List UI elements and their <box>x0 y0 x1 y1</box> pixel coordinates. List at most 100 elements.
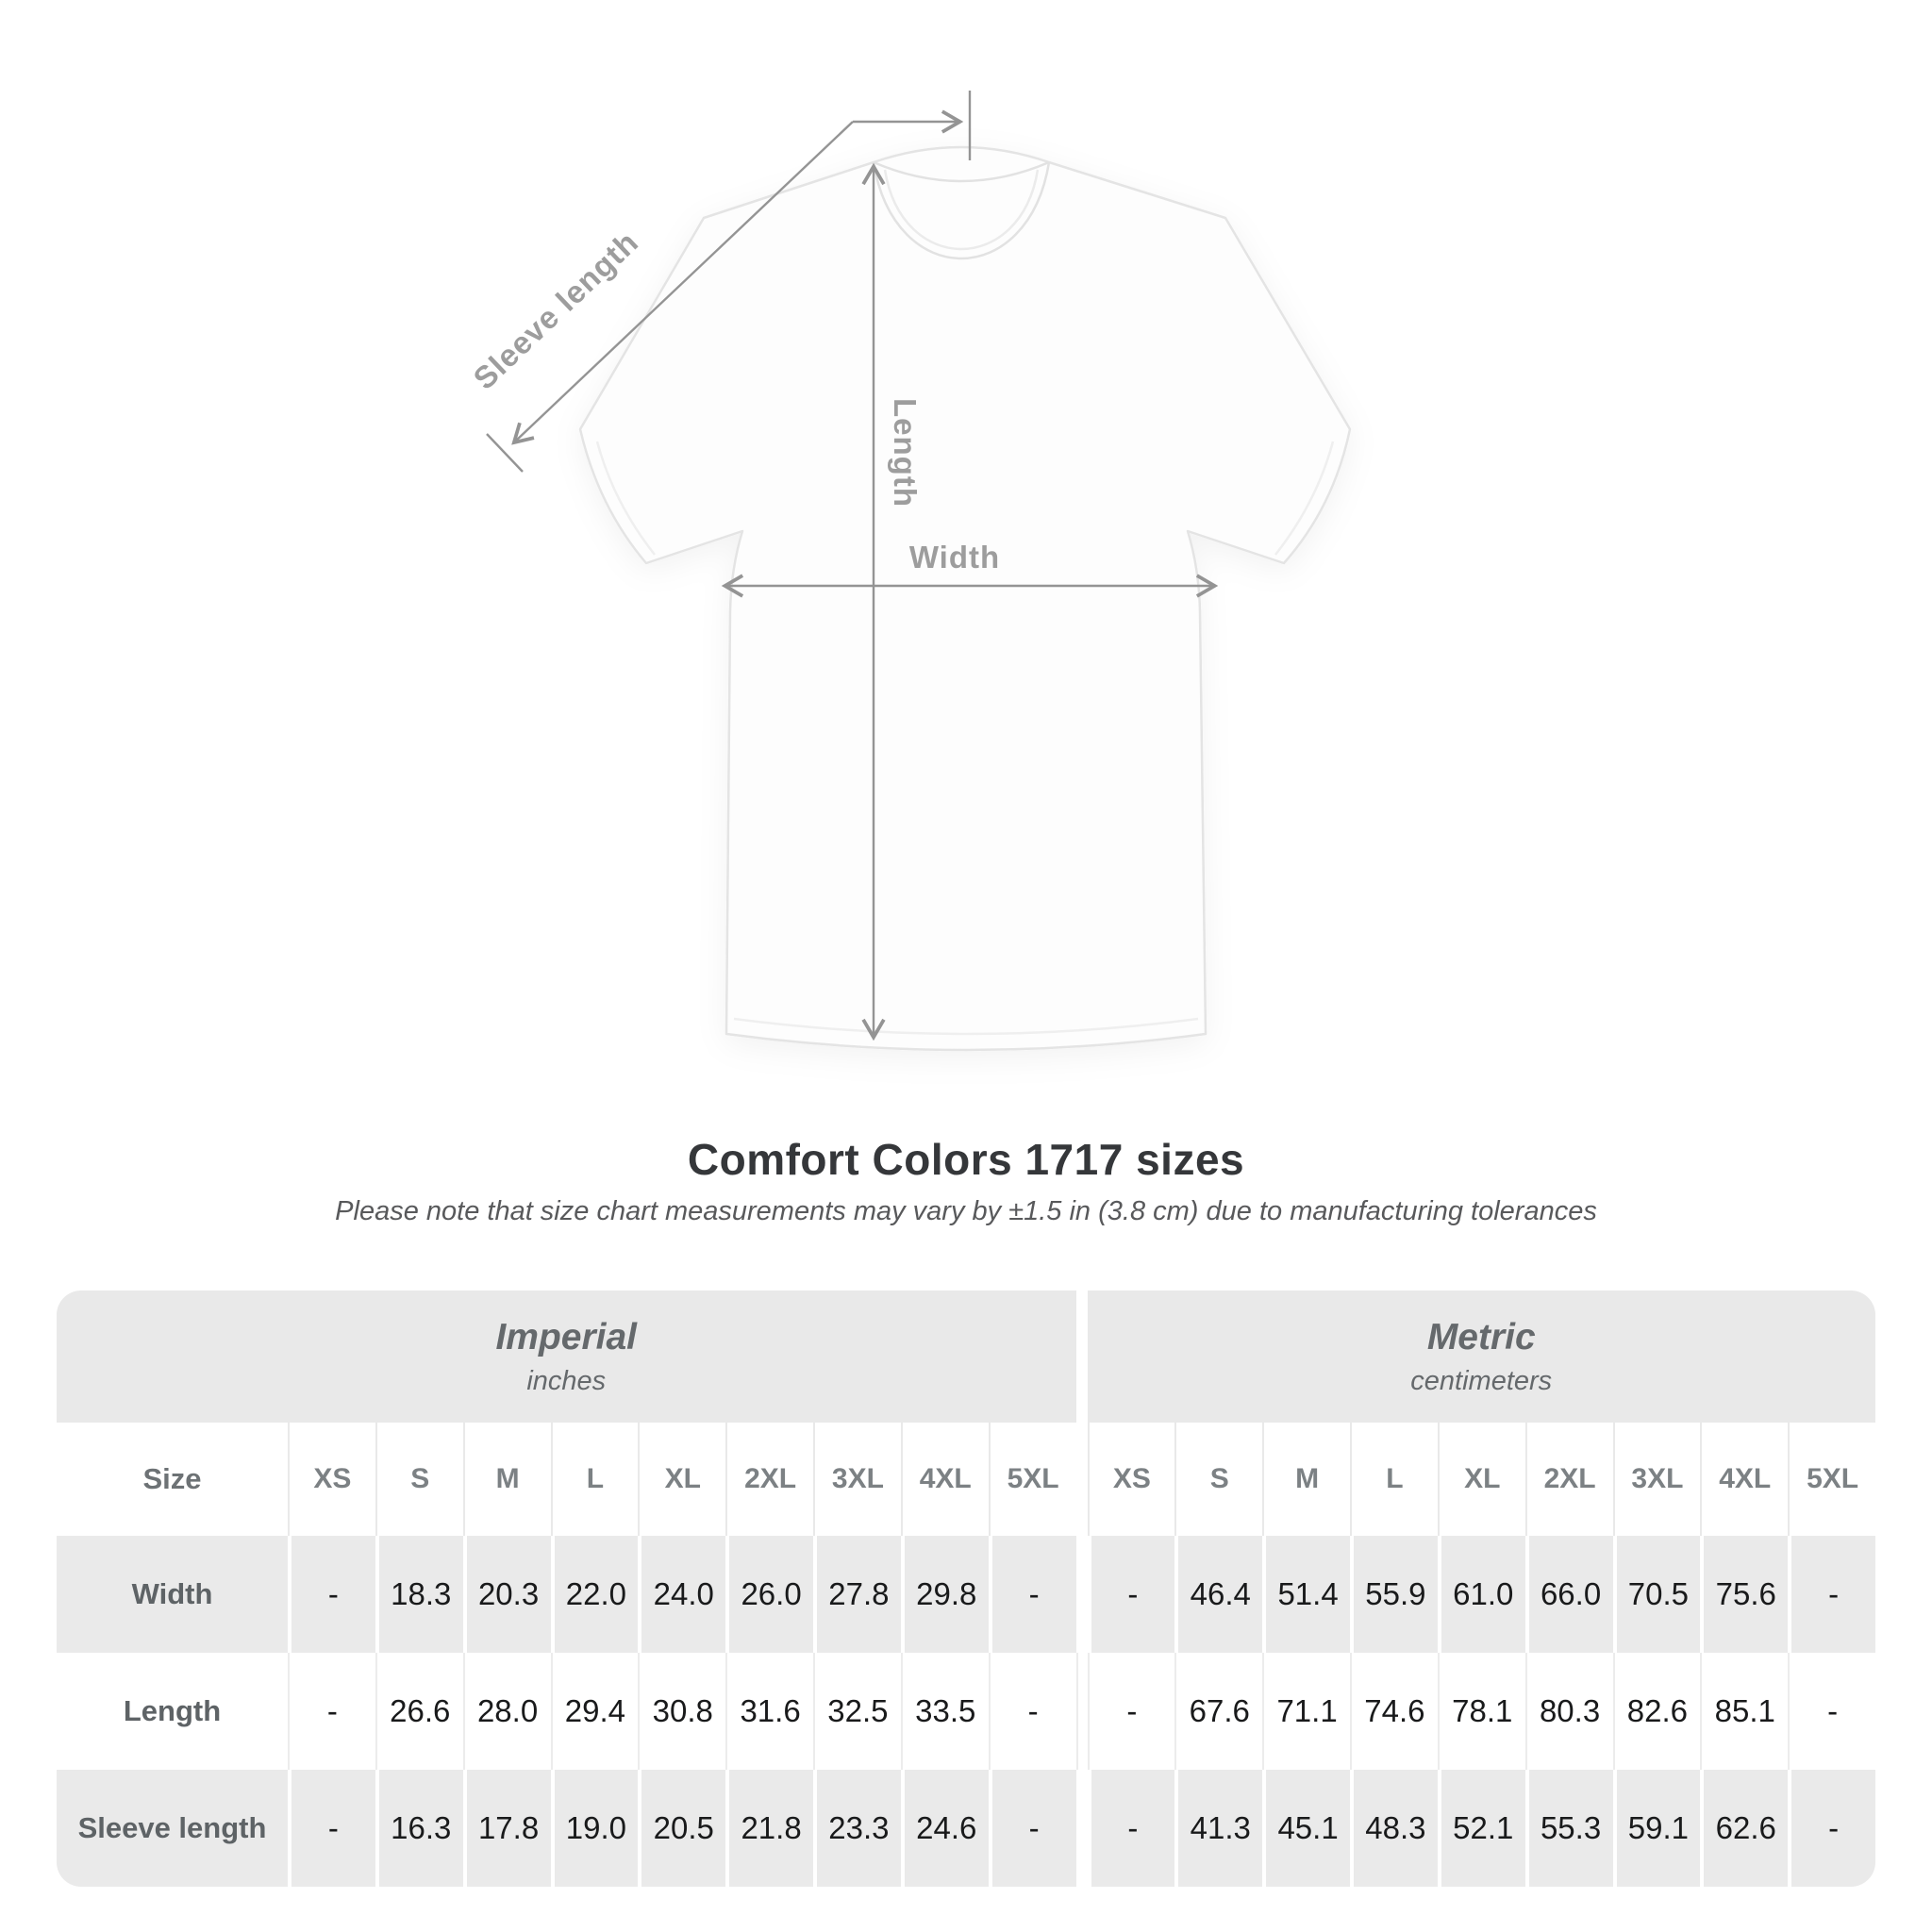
cell: 24.0 <box>638 1536 726 1653</box>
cell: 31.6 <box>725 1653 813 1770</box>
size-header-cell: M <box>462 1423 551 1536</box>
group-gap <box>1075 1423 1088 1536</box>
cell: 55.9 <box>1350 1536 1438 1653</box>
sleeve-length-end-tick <box>486 433 524 473</box>
table-row-width: Width - 18.3 20.3 22.0 24.0 26.0 27.8 29… <box>57 1536 1875 1653</box>
cell: 28.0 <box>462 1653 551 1770</box>
size-header-cell: S <box>1174 1423 1262 1536</box>
size-header-cell: 3XL <box>1612 1423 1701 1536</box>
cell: 26.0 <box>725 1536 813 1653</box>
size-header-cell: S <box>375 1423 463 1536</box>
unit-band-row: Imperial inches Metric centimeters <box>57 1291 1875 1423</box>
size-header-cell: 3XL <box>813 1423 901 1536</box>
unit-band-unit: inches <box>526 1365 607 1396</box>
cell: 75.6 <box>1700 1536 1789 1653</box>
size-header-cell: M <box>1262 1423 1350 1536</box>
cell: 70.5 <box>1612 1536 1701 1653</box>
cell: 22.0 <box>550 1536 639 1653</box>
cell: - <box>288 1653 375 1770</box>
cell: 48.3 <box>1350 1770 1438 1887</box>
cell: 20.5 <box>638 1770 726 1887</box>
cell: 66.0 <box>1524 1536 1613 1653</box>
size-header-cell: L <box>550 1423 639 1536</box>
size-header-cell: L <box>1350 1423 1438 1536</box>
cell: - <box>988 1653 1076 1770</box>
cell: 41.3 <box>1174 1770 1263 1887</box>
cell: 78.1 <box>1437 1653 1525 1770</box>
cell: 19.0 <box>550 1770 639 1887</box>
group-gap <box>1075 1653 1088 1770</box>
cell: 51.4 <box>1262 1536 1350 1653</box>
cell: 30.8 <box>638 1653 725 1770</box>
unit-band-title: Metric <box>1426 1316 1536 1357</box>
cell: 17.8 <box>462 1770 551 1887</box>
unit-band-metric: Metric centimeters <box>1087 1291 1875 1423</box>
length-label: Length <box>888 398 923 508</box>
cell: 67.6 <box>1174 1653 1262 1770</box>
cell: 24.6 <box>900 1770 989 1887</box>
cell: 80.3 <box>1524 1653 1613 1770</box>
size-header-cell: 4XL <box>900 1423 989 1536</box>
group-gap <box>1075 1536 1088 1653</box>
cell: - <box>988 1536 1076 1653</box>
cell: 18.3 <box>375 1536 463 1653</box>
cell: 21.8 <box>725 1770 813 1887</box>
cell: - <box>988 1770 1076 1887</box>
cell: - <box>288 1536 375 1653</box>
tshirt-graphic <box>578 145 1352 1052</box>
cell: - <box>1788 1653 1875 1770</box>
cell: 45.1 <box>1262 1770 1350 1887</box>
cell: 71.1 <box>1262 1653 1350 1770</box>
row-label: Width <box>57 1536 288 1653</box>
cell: 61.0 <box>1437 1536 1525 1653</box>
size-header-cell: XL <box>1437 1423 1525 1536</box>
cell: 62.6 <box>1700 1770 1789 1887</box>
cell: 59.1 <box>1612 1770 1701 1887</box>
tshirt-measurement-diagram: Sleeve length Length Width <box>466 91 1352 1052</box>
table-row-length: Length - 26.6 28.0 29.4 30.8 31.6 32.5 3… <box>57 1653 1875 1770</box>
cell: 33.5 <box>900 1653 989 1770</box>
cell: - <box>1087 1653 1175 1770</box>
unit-band-gap <box>1075 1291 1088 1423</box>
cell: 46.4 <box>1174 1536 1263 1653</box>
sleeve-length-line <box>511 121 854 445</box>
unit-band-title: Imperial <box>495 1316 638 1357</box>
size-header-cell: XS <box>1087 1423 1175 1536</box>
row-label: Sleeve length <box>57 1770 288 1887</box>
cell: 29.4 <box>550 1653 639 1770</box>
cell: 74.6 <box>1350 1653 1438 1770</box>
unit-band-unit: centimeters <box>1410 1365 1553 1396</box>
size-header-cell: 2XL <box>725 1423 813 1536</box>
size-column-header: Size <box>142 1462 202 1495</box>
table-row-sleeve-length: Sleeve length - 16.3 17.8 19.0 20.5 21.8… <box>57 1770 1875 1887</box>
tolerance-note: Please note that size chart measurements… <box>335 1196 1597 1226</box>
size-header-cell: 5XL <box>1788 1423 1875 1536</box>
row-label: Length <box>123 1694 222 1727</box>
cell: - <box>1788 1536 1875 1653</box>
group-gap <box>1075 1770 1088 1887</box>
cell: 52.1 <box>1437 1770 1525 1887</box>
cell: 82.6 <box>1612 1653 1701 1770</box>
size-header-cell: XL <box>638 1423 725 1536</box>
unit-band-imperial: Imperial inches <box>57 1291 1076 1423</box>
cell: 85.1 <box>1700 1653 1788 1770</box>
collar <box>872 160 1051 260</box>
cell: - <box>1087 1770 1175 1887</box>
cell: 23.3 <box>813 1770 901 1887</box>
width-label: Width <box>909 540 1000 575</box>
size-header-cell: 4XL <box>1700 1423 1788 1536</box>
cell: 55.3 <box>1524 1770 1613 1887</box>
size-chart-table: Imperial inches Metric centimeters Size … <box>57 1291 1875 1887</box>
size-header-cell: 5XL <box>988 1423 1076 1536</box>
seam-lines <box>595 441 1335 1036</box>
cell: - <box>1788 1770 1875 1887</box>
cell: 16.3 <box>375 1770 463 1887</box>
cell: - <box>1087 1536 1175 1653</box>
size-header-row: Size XS S M L XL 2XL 3XL 4XL 5XL XS S M … <box>57 1423 1875 1536</box>
size-header-cell: 2XL <box>1524 1423 1613 1536</box>
cell: 27.8 <box>813 1536 901 1653</box>
page-title: Comfort Colors 1717 sizes <box>687 1135 1245 1184</box>
cell: 20.3 <box>462 1536 551 1653</box>
cell: 29.8 <box>900 1536 989 1653</box>
